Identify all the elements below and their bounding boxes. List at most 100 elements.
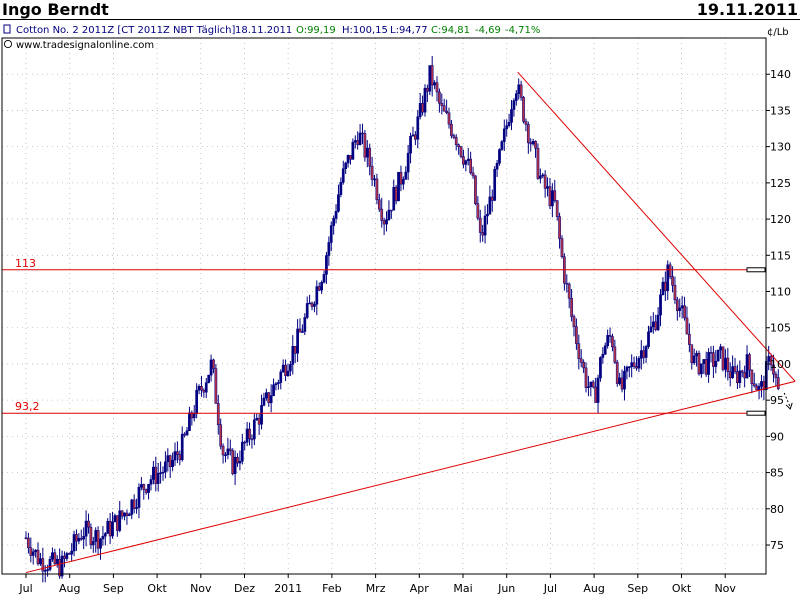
price-bar xyxy=(389,209,393,212)
price-bar xyxy=(719,346,722,351)
instrument-name: Cotton No. 2 2011Z [CT 2011Z NBT Täglich… xyxy=(16,25,235,36)
price-bar xyxy=(240,441,244,462)
price-bar xyxy=(128,514,131,516)
price-bar xyxy=(41,558,45,572)
price-bar xyxy=(418,103,422,118)
price-bar xyxy=(721,346,725,370)
price-bar xyxy=(423,87,427,113)
price-bar xyxy=(108,520,112,537)
price-bar xyxy=(286,370,290,377)
price-bar xyxy=(495,162,499,170)
close-value: C:94,81 xyxy=(431,25,470,36)
level-label: 93,2 xyxy=(15,400,40,413)
low-value: L:94,77 xyxy=(390,25,428,36)
x-tick-label: Okt xyxy=(147,582,167,595)
price-bar xyxy=(243,441,247,444)
price-bar xyxy=(118,510,122,531)
price-bar xyxy=(55,558,59,564)
price-bar xyxy=(680,305,684,309)
price-bar xyxy=(397,171,400,202)
price-bar xyxy=(77,537,81,542)
price-bar xyxy=(519,84,523,98)
price-bar xyxy=(709,352,713,354)
price-bar xyxy=(281,364,285,373)
price-bar xyxy=(502,128,506,142)
price-bar xyxy=(293,346,297,354)
price-bar xyxy=(608,335,612,337)
price-bar xyxy=(469,158,472,174)
x-tick-label: Jun xyxy=(497,582,515,595)
price-bar xyxy=(298,328,302,333)
price-bar xyxy=(161,471,165,474)
price-bar xyxy=(53,552,57,564)
price-bar xyxy=(671,276,674,286)
y-tick-label: 90 xyxy=(770,430,784,443)
price-bar xyxy=(635,366,638,369)
price-bar xyxy=(594,386,597,403)
price-bar xyxy=(690,344,694,364)
price-bar xyxy=(89,526,93,546)
projection-arrow xyxy=(783,392,791,408)
price-bar xyxy=(356,140,360,145)
price-bar xyxy=(322,274,326,283)
price-bar xyxy=(474,175,477,204)
price-bar xyxy=(649,326,653,333)
price-bar xyxy=(651,321,655,328)
price-bar xyxy=(654,321,658,330)
price-bar xyxy=(358,132,362,145)
price-bar xyxy=(488,196,492,215)
price-bar xyxy=(500,141,504,150)
price-bar xyxy=(471,172,475,177)
price-bar xyxy=(274,383,278,386)
price-bar xyxy=(70,550,74,555)
price-bar xyxy=(435,82,439,93)
price-bar xyxy=(433,82,436,86)
price-bar xyxy=(168,455,172,467)
x-tick-label: Jul xyxy=(543,582,557,595)
price-bar xyxy=(103,533,107,537)
price-bar xyxy=(421,103,424,113)
price-bar xyxy=(137,487,141,508)
price-bar xyxy=(130,499,134,515)
price-bar xyxy=(733,366,737,372)
price-bar xyxy=(317,286,321,291)
price-bar xyxy=(115,515,119,531)
price-bar xyxy=(171,459,174,467)
price-bar xyxy=(572,316,576,327)
price-bar xyxy=(760,381,763,387)
x-tick-label: Aug xyxy=(583,582,604,595)
price-bar xyxy=(67,553,71,555)
price-bar xyxy=(630,362,634,368)
price-bar xyxy=(529,142,533,145)
price-bar xyxy=(120,510,124,517)
price-bar xyxy=(48,558,52,570)
y-tick-label: 105 xyxy=(770,322,791,335)
price-bar xyxy=(695,352,698,357)
x-tick-label: Sep xyxy=(627,582,648,595)
price-bar xyxy=(332,218,335,226)
price-bar xyxy=(611,336,614,348)
price-bar xyxy=(486,213,489,217)
price-bar xyxy=(454,137,458,146)
price-bar xyxy=(368,147,372,167)
price-bar xyxy=(404,171,408,180)
y-tick-label: 85 xyxy=(770,467,784,480)
price-bar xyxy=(238,460,242,464)
price-bar xyxy=(536,148,540,179)
price-bar xyxy=(685,317,689,335)
price-bar xyxy=(113,515,117,523)
price-bar xyxy=(370,165,374,180)
header-divider xyxy=(0,19,800,20)
price-bar xyxy=(34,549,37,553)
price-bar xyxy=(334,211,338,219)
price-bar xyxy=(603,345,607,355)
instrument-icon xyxy=(3,24,11,34)
open-value: O:99,19 xyxy=(296,25,336,36)
price-bar xyxy=(94,530,98,542)
price-bar xyxy=(344,162,348,170)
price-bar xyxy=(180,433,184,461)
price-bar xyxy=(60,555,64,577)
price-bar xyxy=(505,125,509,130)
price-bar xyxy=(79,537,83,540)
price-bar xyxy=(111,521,114,537)
